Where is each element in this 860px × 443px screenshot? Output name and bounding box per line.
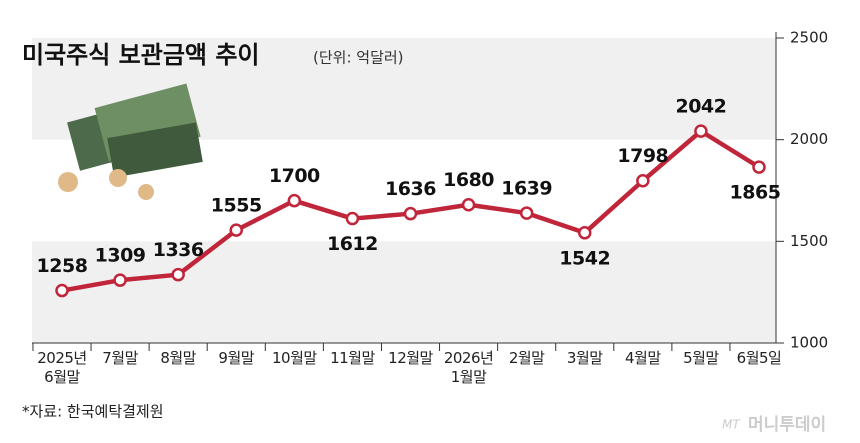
- x-tick-label: 4월말: [625, 349, 661, 367]
- marker: [287, 193, 302, 208]
- marker: [636, 173, 650, 188]
- value-label: 1542: [559, 247, 610, 269]
- x-tick-label: 6월5일: [736, 349, 782, 367]
- chart-title: 미국주식 보관금액 추이: [22, 41, 260, 69]
- x-tick-label: 5월말: [683, 349, 719, 367]
- marker: [171, 267, 185, 282]
- x-tick-label: 2025년 6월말: [37, 349, 87, 386]
- value-label: 1636: [385, 178, 436, 200]
- value-label: 2042: [675, 96, 726, 118]
- marker: [113, 273, 127, 287]
- x-tick-label: 2월말: [508, 349, 545, 367]
- chart-subtitle: (단위: 억달러): [313, 49, 404, 67]
- x-tick-label: 12월말: [388, 349, 433, 367]
- marker: [461, 197, 476, 212]
- marker: [345, 211, 360, 226]
- source: *자료: 한국예탁결제원: [22, 403, 164, 421]
- value-label: 1798: [617, 145, 668, 167]
- x-tick-label: 2026년 1월말: [443, 349, 494, 386]
- marker: [694, 124, 708, 138]
- x-tick-label: 10월말: [271, 349, 317, 367]
- x-tick-label: 3월말: [566, 349, 603, 367]
- x-tick-label: 9월말: [218, 349, 255, 367]
- x-tick-label: 8월말: [160, 349, 196, 367]
- value-label: 1258: [37, 255, 88, 277]
- value-label: 1865: [730, 182, 781, 204]
- marker: [403, 206, 418, 221]
- x-tick-label: 11월말: [330, 349, 375, 367]
- value-label: 1336: [153, 239, 204, 261]
- value-label: 1555: [211, 195, 262, 217]
- value-label: 1680: [443, 169, 494, 191]
- y-tick-label: 2000: [790, 130, 828, 148]
- y-tick-label: 1500: [790, 232, 828, 250]
- marker: [229, 223, 243, 237]
- x-tick-label: 7월말: [102, 349, 138, 367]
- y-tick-label: 1000: [790, 334, 828, 352]
- value-label: 1612: [327, 233, 378, 255]
- watermark-logo: MT: [722, 418, 741, 432]
- money-illustration: [58, 83, 203, 200]
- watermark: 머니투데이: [748, 415, 826, 435]
- value-label: 1639: [501, 178, 552, 200]
- value-label: 1309: [95, 245, 146, 267]
- marker: [578, 226, 592, 240]
- band: [32, 241, 776, 343]
- marker: [55, 283, 69, 298]
- value-label: 1700: [269, 165, 320, 187]
- marker: [752, 160, 766, 174]
- marker: [519, 206, 534, 220]
- y-tick-label: 2500: [790, 29, 828, 47]
